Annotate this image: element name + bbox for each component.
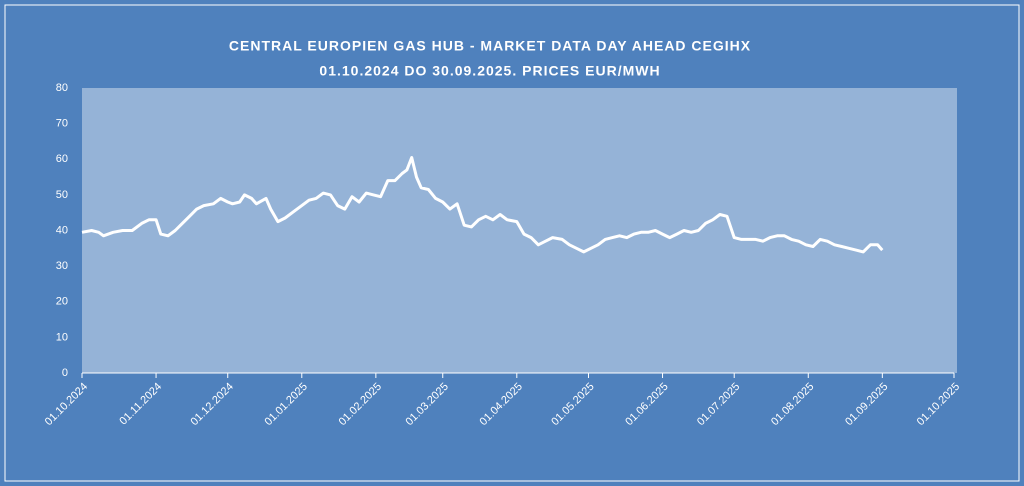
y-tick-label: 30	[56, 260, 68, 272]
y-tick-label: 40	[56, 224, 68, 236]
chart-title: CENTRAL EUROPIEN GAS HUB - MARKET DATA D…	[229, 38, 751, 54]
chart-subtitle: 01.10.2024 DO 30.09.2025. PRICES EUR/MWH	[319, 63, 660, 79]
y-tick-label: 20	[56, 296, 68, 308]
y-tick-label: 50	[56, 189, 68, 201]
y-tick-label: 70	[56, 118, 68, 130]
y-tick-label: 60	[56, 153, 68, 165]
y-tick-label: 0	[62, 367, 68, 379]
y-tick-label: 80	[56, 82, 68, 94]
plot-area	[82, 88, 957, 373]
price-line	[81, 156, 884, 254]
frame	[4, 4, 1020, 482]
y-tick-label: 10	[56, 331, 68, 343]
